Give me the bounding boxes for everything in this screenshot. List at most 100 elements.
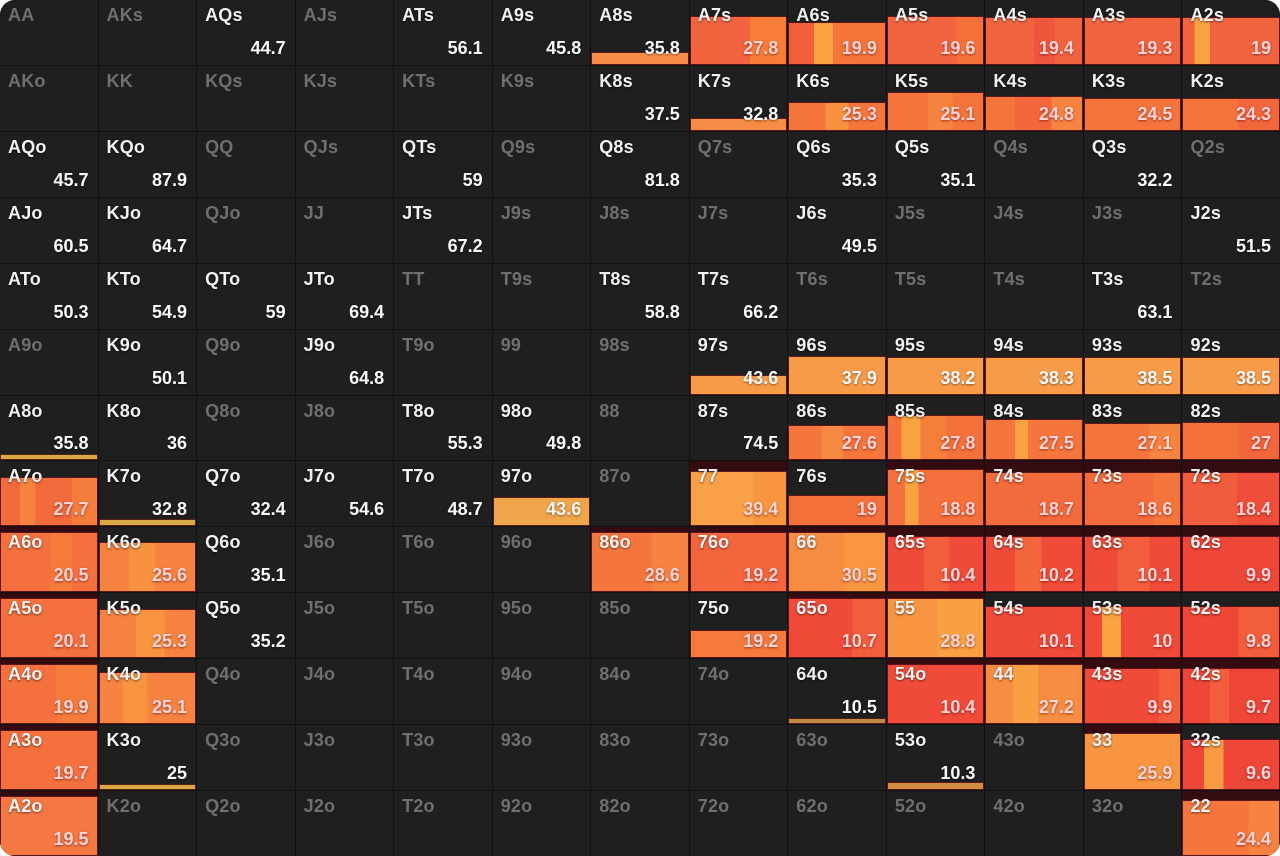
cell-K2s[interactable]: K2s 24.3 (1182, 65, 1280, 131)
cell-32o[interactable]: 32o (1083, 791, 1182, 856)
cell-83o[interactable]: 83o (591, 725, 689, 791)
cell-T7o[interactable]: T7o 48.7 (394, 461, 492, 527)
cell-JTo[interactable]: JTo 69.4 (295, 263, 394, 329)
cell-K5o[interactable]: K5o 25.3 (98, 593, 197, 659)
cell-T5o[interactable]: T5o (394, 593, 492, 659)
cell-A5o[interactable]: A5o 20.1 (0, 593, 98, 659)
cell-52s[interactable]: 52s 9.8 (1182, 593, 1280, 659)
cell-76o[interactable]: 76o 19.2 (689, 527, 788, 593)
cell-74s[interactable]: 74s 18.7 (985, 461, 1083, 527)
cell-K7s[interactable]: K7s 32.8 (689, 65, 788, 131)
cell-KTo[interactable]: KTo 54.9 (98, 263, 197, 329)
cell-J8s[interactable]: J8s (591, 197, 689, 263)
cell-QQ[interactable]: QQ (197, 131, 295, 197)
cell-K8s[interactable]: K8s 37.5 (591, 65, 689, 131)
cell-T9s[interactable]: T9s (492, 263, 591, 329)
cell-A3o[interactable]: A3o 19.7 (0, 725, 98, 791)
cell-85o[interactable]: 85o (591, 593, 689, 659)
cell-A5s[interactable]: A5s 19.6 (886, 0, 985, 65)
cell-K6o[interactable]: K6o 25.6 (98, 527, 197, 593)
cell-98o[interactable]: 98o 49.8 (492, 395, 591, 461)
cell-95o[interactable]: 95o (492, 593, 591, 659)
cell-Q2s[interactable]: Q2s (1182, 131, 1280, 197)
cell-62s[interactable]: 62s 9.9 (1182, 527, 1280, 593)
cell-87s[interactable]: 87s 74.5 (689, 395, 788, 461)
cell-J5o[interactable]: J5o (295, 593, 394, 659)
cell-A7o[interactable]: A7o 27.7 (0, 461, 98, 527)
cell-22[interactable]: 22 24.4 (1182, 791, 1280, 856)
cell-J9o[interactable]: J9o 64.8 (295, 329, 394, 395)
cell-A6o[interactable]: A6o 20.5 (0, 527, 98, 593)
cell-T8o[interactable]: T8o 55.3 (394, 395, 492, 461)
cell-Q4o[interactable]: Q4o (197, 659, 295, 725)
cell-73o[interactable]: 73o (689, 725, 788, 791)
cell-64s[interactable]: 64s 10.2 (985, 527, 1083, 593)
cell-63s[interactable]: 63s 10.1 (1083, 527, 1182, 593)
cell-72o[interactable]: 72o (689, 791, 788, 856)
cell-42s[interactable]: 42s 9.7 (1182, 659, 1280, 725)
cell-KK[interactable]: KK (98, 65, 197, 131)
cell-KTs[interactable]: KTs (394, 65, 492, 131)
cell-AQo[interactable]: AQo 45.7 (0, 131, 98, 197)
cell-A8o[interactable]: A8o 35.8 (0, 395, 98, 461)
cell-Q2o[interactable]: Q2o (197, 791, 295, 856)
cell-ATo[interactable]: ATo 50.3 (0, 263, 98, 329)
cell-KQo[interactable]: KQo 87.9 (98, 131, 197, 197)
cell-QJo[interactable]: QJo (197, 197, 295, 263)
cell-J3o[interactable]: J3o (295, 725, 394, 791)
cell-A2s[interactable]: A2s 19 (1182, 0, 1280, 65)
cell-JTs[interactable]: JTs 67.2 (394, 197, 492, 263)
cell-54s[interactable]: 54s 10.1 (985, 593, 1083, 659)
cell-AJo[interactable]: AJo 60.5 (0, 197, 98, 263)
cell-87o[interactable]: 87o (591, 461, 689, 527)
cell-83s[interactable]: 83s 27.1 (1083, 395, 1182, 461)
cell-J6s[interactable]: J6s 49.5 (788, 197, 886, 263)
cell-98s[interactable]: 98s (591, 329, 689, 395)
cell-92s[interactable]: 92s 38.5 (1182, 329, 1280, 395)
cell-73s[interactable]: 73s 18.6 (1083, 461, 1182, 527)
cell-K3s[interactable]: K3s 24.5 (1083, 65, 1182, 131)
cell-86o[interactable]: 86o 28.6 (591, 527, 689, 593)
cell-TT[interactable]: TT (394, 263, 492, 329)
cell-J8o[interactable]: J8o (295, 395, 394, 461)
cell-Q9o[interactable]: Q9o (197, 329, 295, 395)
cell-T2s[interactable]: T2s (1182, 263, 1280, 329)
cell-75o[interactable]: 75o 19.2 (689, 593, 788, 659)
cell-K9o[interactable]: K9o 50.1 (98, 329, 197, 395)
cell-QTo[interactable]: QTo 59 (197, 263, 295, 329)
cell-T2o[interactable]: T2o (394, 791, 492, 856)
cell-T4o[interactable]: T4o (394, 659, 492, 725)
cell-77[interactable]: 77 39.4 (689, 461, 788, 527)
cell-KQs[interactable]: KQs (197, 65, 295, 131)
cell-Q3o[interactable]: Q3o (197, 725, 295, 791)
cell-J7o[interactable]: J7o 54.6 (295, 461, 394, 527)
cell-65o[interactable]: 65o 10.7 (788, 593, 886, 659)
cell-Q8s[interactable]: Q8s 81.8 (591, 131, 689, 197)
cell-T9o[interactable]: T9o (394, 329, 492, 395)
cell-Q4s[interactable]: Q4s (985, 131, 1083, 197)
cell-J4o[interactable]: J4o (295, 659, 394, 725)
cell-92o[interactable]: 92o (492, 791, 591, 856)
cell-AQs[interactable]: AQs 44.7 (197, 0, 295, 65)
cell-33[interactable]: 33 25.9 (1083, 725, 1182, 791)
cell-T3s[interactable]: T3s 63.1 (1083, 263, 1182, 329)
cell-93s[interactable]: 93s 38.5 (1083, 329, 1182, 395)
cell-32s[interactable]: 32s 9.6 (1182, 725, 1280, 791)
cell-66[interactable]: 66 30.5 (788, 527, 886, 593)
cell-K3o[interactable]: K3o 25 (98, 725, 197, 791)
cell-Q6s[interactable]: Q6s 35.3 (788, 131, 886, 197)
cell-K5s[interactable]: K5s 25.1 (886, 65, 985, 131)
cell-J6o[interactable]: J6o (295, 527, 394, 593)
cell-T8s[interactable]: T8s 58.8 (591, 263, 689, 329)
cell-86s[interactable]: 86s 27.6 (788, 395, 886, 461)
cell-J2o[interactable]: J2o (295, 791, 394, 856)
cell-63o[interactable]: 63o (788, 725, 886, 791)
cell-53o[interactable]: 53o 10.3 (886, 725, 985, 791)
cell-96s[interactable]: 96s 37.9 (788, 329, 886, 395)
cell-JJ[interactable]: JJ (295, 197, 394, 263)
cell-74o[interactable]: 74o (689, 659, 788, 725)
cell-A6s[interactable]: A6s 19.9 (788, 0, 886, 65)
cell-85s[interactable]: 85s 27.8 (886, 395, 985, 461)
cell-AJs[interactable]: AJs (295, 0, 394, 65)
cell-T4s[interactable]: T4s (985, 263, 1083, 329)
